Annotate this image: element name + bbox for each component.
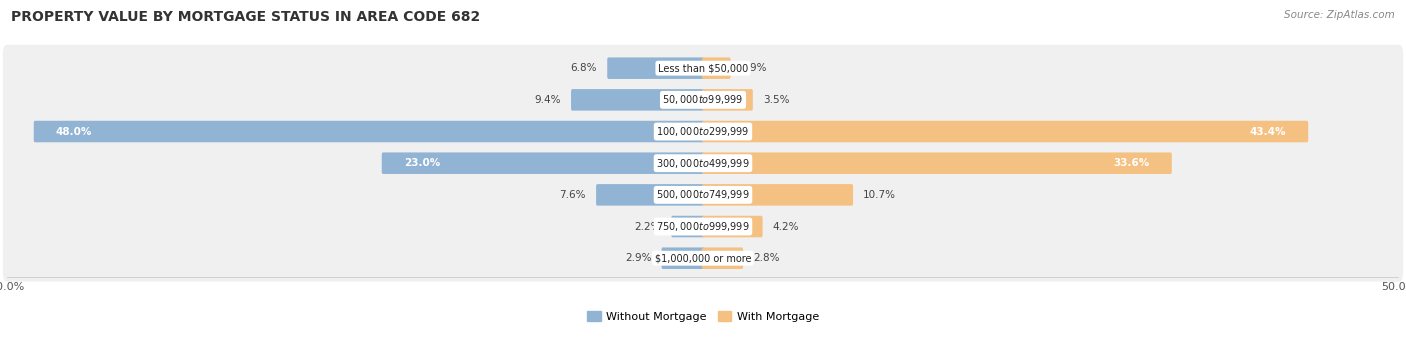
Text: 33.6%: 33.6%	[1114, 158, 1150, 168]
Text: PROPERTY VALUE BY MORTGAGE STATUS IN AREA CODE 682: PROPERTY VALUE BY MORTGAGE STATUS IN ARE…	[11, 10, 481, 24]
Text: 2.2%: 2.2%	[634, 222, 661, 232]
Text: $300,000 to $499,999: $300,000 to $499,999	[657, 157, 749, 170]
Text: Source: ZipAtlas.com: Source: ZipAtlas.com	[1284, 10, 1395, 20]
Text: 10.7%: 10.7%	[863, 190, 896, 200]
FancyBboxPatch shape	[702, 89, 752, 110]
Text: $1,000,000 or more: $1,000,000 or more	[655, 253, 751, 263]
FancyBboxPatch shape	[702, 57, 731, 79]
FancyBboxPatch shape	[607, 57, 704, 79]
FancyBboxPatch shape	[34, 121, 704, 142]
Text: $100,000 to $299,999: $100,000 to $299,999	[657, 125, 749, 138]
FancyBboxPatch shape	[702, 248, 744, 269]
Text: 9.4%: 9.4%	[534, 95, 561, 105]
Text: 48.0%: 48.0%	[56, 126, 93, 137]
FancyBboxPatch shape	[571, 89, 704, 110]
FancyBboxPatch shape	[382, 152, 704, 174]
FancyBboxPatch shape	[702, 152, 1171, 174]
Text: 2.8%: 2.8%	[754, 253, 779, 263]
FancyBboxPatch shape	[3, 108, 1403, 155]
Text: $750,000 to $999,999: $750,000 to $999,999	[657, 220, 749, 233]
FancyBboxPatch shape	[3, 76, 1403, 123]
FancyBboxPatch shape	[671, 216, 704, 237]
FancyBboxPatch shape	[3, 235, 1403, 282]
Legend: Without Mortgage, With Mortgage: Without Mortgage, With Mortgage	[585, 309, 821, 324]
FancyBboxPatch shape	[3, 203, 1403, 250]
Text: 43.4%: 43.4%	[1250, 126, 1286, 137]
Text: 6.8%: 6.8%	[571, 63, 598, 73]
Text: 1.9%: 1.9%	[741, 63, 768, 73]
FancyBboxPatch shape	[596, 184, 704, 206]
Text: Less than $50,000: Less than $50,000	[658, 63, 748, 73]
Text: 2.9%: 2.9%	[626, 253, 651, 263]
FancyBboxPatch shape	[3, 45, 1403, 91]
Text: 3.5%: 3.5%	[763, 95, 789, 105]
Text: 7.6%: 7.6%	[560, 190, 586, 200]
Text: $50,000 to $99,999: $50,000 to $99,999	[662, 94, 744, 106]
FancyBboxPatch shape	[661, 248, 704, 269]
FancyBboxPatch shape	[702, 216, 762, 237]
FancyBboxPatch shape	[702, 121, 1308, 142]
Text: 4.2%: 4.2%	[773, 222, 799, 232]
FancyBboxPatch shape	[3, 140, 1403, 187]
Text: $500,000 to $749,999: $500,000 to $749,999	[657, 188, 749, 201]
FancyBboxPatch shape	[3, 171, 1403, 218]
Text: 23.0%: 23.0%	[404, 158, 440, 168]
FancyBboxPatch shape	[702, 184, 853, 206]
